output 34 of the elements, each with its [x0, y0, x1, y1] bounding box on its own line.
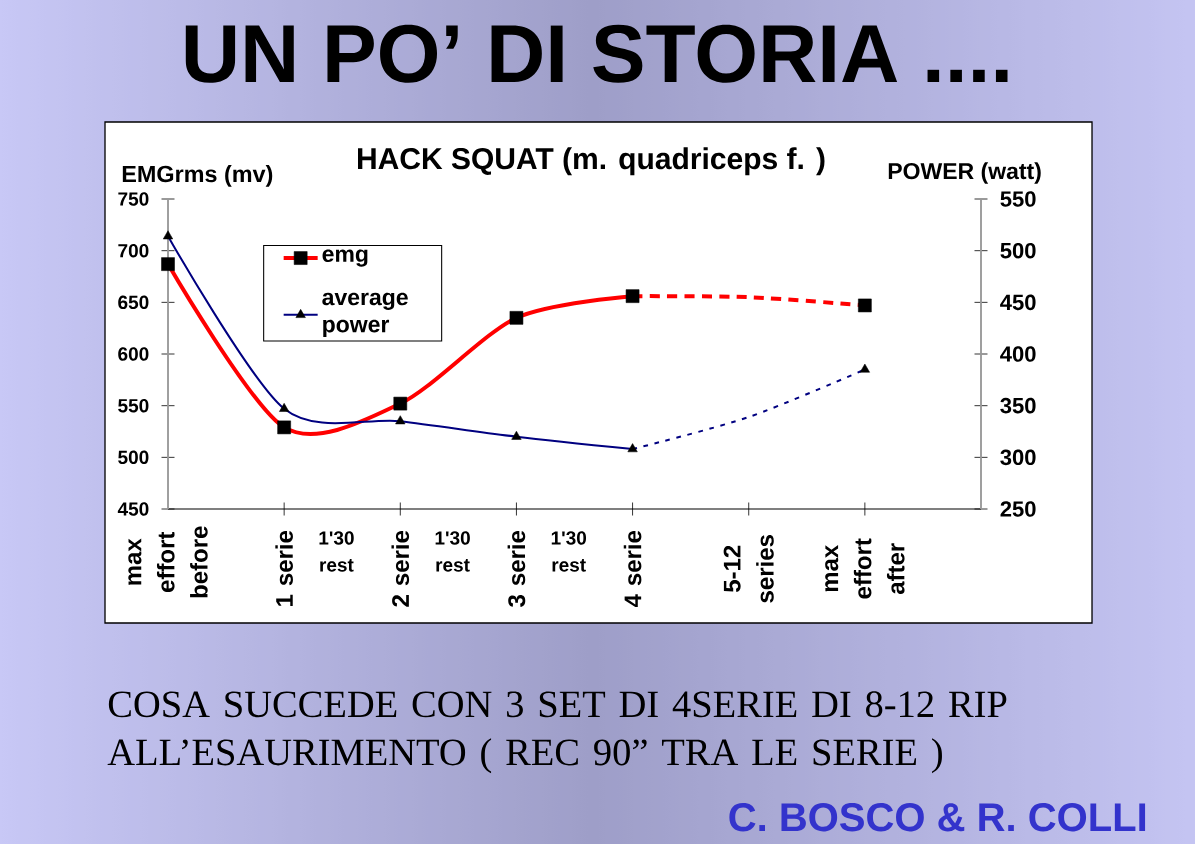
text: COSA SUCCEDE CON 3 SET DI 4SERIE DI 8-12 RIP ALL’ESAURIMENTO ( REC 90” TRA LE SERIE ) [107, 691, 1007, 774]
y2-tick-label: 250 [1000, 501, 1036, 517]
y-tick-label: 700 [118, 243, 149, 258]
x-tick-label: 5-12 series [723, 535, 774, 603]
x-tick-label: 3 serie [507, 530, 526, 607]
y2-tick-label: 450 [1000, 294, 1036, 311]
point [859, 363, 870, 373]
x-tick-label: 4 serie [623, 530, 642, 608]
y2-axis-title: POWER (watt) [888, 162, 1041, 184]
y2-tick-label: 500 [1000, 242, 1036, 259]
y-tick-label: 550 [118, 398, 149, 413]
text: C. BOSCO & R. COLLI [729, 803, 1146, 832]
x-tick-label: max effort after [825, 538, 905, 599]
y2-tick-label: 300 [1000, 449, 1036, 466]
chart-title: UN PO’ DI STORIA .... [185, 24, 1008, 83]
text: 1'30 rest [319, 531, 354, 572]
legend-label: emg [322, 249, 368, 267]
y-tick-label: 600 [118, 347, 149, 361]
point [858, 298, 872, 313]
x-tick-label: 2 serie [391, 530, 410, 607]
y-tick-label: 500 [118, 450, 149, 465]
text: 1'30 rest [435, 531, 470, 572]
y2-tick-label: 400 [1000, 346, 1036, 362]
chart-subtitle: HACK SQUAT (m. quadriceps f. ) [358, 147, 825, 176]
y2-tick-label: 350 [1000, 397, 1036, 414]
y-tick-label: 650 [118, 295, 149, 310]
legend-label: average power [322, 292, 408, 337]
y2-tick-label: 550 [1000, 191, 1036, 207]
y-tick-label: 750 [118, 192, 149, 206]
y-tick-label: 450 [117, 502, 149, 516]
text: 1'30 rest [551, 531, 587, 572]
x-tick-label: max effort before [128, 526, 208, 598]
y-axis-title: EMGrms (mv) [122, 165, 273, 187]
x-tick-label: 1 serie [275, 530, 293, 606]
